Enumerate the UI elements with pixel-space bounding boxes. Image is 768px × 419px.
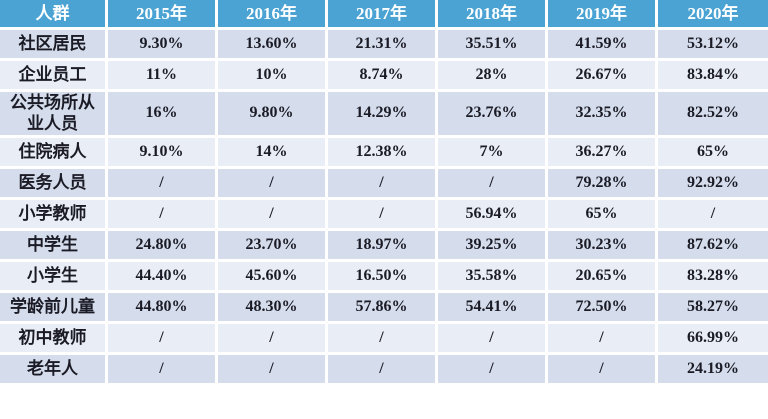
cell: 9.30%	[108, 30, 218, 61]
cell: 36.27%	[548, 137, 658, 169]
data-table: 人群 2015年 2016年 2017年 2018年 2019年 2020年 社…	[0, 0, 768, 386]
table-row: 学龄前儿童 44.80% 48.30% 57.86% 54.41% 72.50%…	[0, 292, 768, 324]
column-header-2018: 2018年	[438, 0, 548, 30]
table-row: 中学生 24.80% 23.70% 18.97% 39.25% 30.23% 8…	[0, 230, 768, 262]
table-row: 老年人 / / / / / 24.19%	[0, 354, 768, 386]
cell: /	[438, 354, 548, 386]
cell: /	[658, 199, 768, 231]
cell: /	[548, 354, 658, 386]
cell: /	[328, 168, 438, 200]
cell: 83.28%	[658, 261, 768, 293]
cell: 79.28%	[548, 168, 658, 200]
cell: 18.97%	[328, 230, 438, 262]
row-label: 学龄前儿童	[0, 292, 108, 324]
cell: /	[328, 199, 438, 231]
cell: 39.25%	[438, 230, 548, 262]
cell: 16%	[108, 92, 218, 138]
column-header-2020: 2020年	[658, 0, 768, 30]
table-row: 初中教师 / / / / / 66.99%	[0, 323, 768, 355]
cell: /	[108, 354, 218, 386]
row-label: 初中教师	[0, 323, 108, 355]
cell: /	[108, 168, 218, 200]
cell: 65%	[658, 137, 768, 169]
cell: 9.10%	[108, 137, 218, 169]
cell: 87.62%	[658, 230, 768, 262]
table-row: 住院病人 9.10% 14% 12.38% 7% 36.27% 65%	[0, 137, 768, 169]
table-row: 小学生 44.40% 45.60% 16.50% 35.58% 20.65% 8…	[0, 261, 768, 293]
cell: /	[438, 323, 548, 355]
cell: /	[328, 323, 438, 355]
row-label: 公共场所从业人员	[0, 92, 108, 138]
cell: 23.70%	[218, 230, 328, 262]
cell: 23.76%	[438, 92, 548, 138]
row-label: 住院病人	[0, 137, 108, 169]
column-header-2016: 2016年	[218, 0, 328, 30]
cell: /	[328, 354, 438, 386]
cell: 10%	[218, 61, 328, 92]
row-label: 小学生	[0, 261, 108, 293]
cell: 11%	[108, 61, 218, 92]
cell: 66.99%	[658, 323, 768, 355]
row-label: 企业员工	[0, 61, 108, 92]
cell: 24.19%	[658, 354, 768, 386]
cell: 13.60%	[218, 30, 328, 61]
cell: 53.12%	[658, 30, 768, 61]
cell: /	[108, 323, 218, 355]
table-row: 社区居民 9.30% 13.60% 21.31% 35.51% 41.59% 5…	[0, 30, 768, 61]
cell: 57.86%	[328, 292, 438, 324]
cell: /	[218, 199, 328, 231]
row-label: 中学生	[0, 230, 108, 262]
column-header-group: 人群	[0, 0, 108, 30]
cell: 44.40%	[108, 261, 218, 293]
cell: 14.29%	[328, 92, 438, 138]
cell: 48.30%	[218, 292, 328, 324]
header-row: 人群 2015年 2016年 2017年 2018年 2019年 2020年	[0, 0, 768, 30]
cell: 92.92%	[658, 168, 768, 200]
cell: 35.58%	[438, 261, 548, 293]
cell: 58.27%	[658, 292, 768, 324]
cell: /	[218, 323, 328, 355]
cell: 21.31%	[328, 30, 438, 61]
cell: 30.23%	[548, 230, 658, 262]
cell: 65%	[548, 199, 658, 231]
cell: /	[438, 168, 548, 200]
cell: 44.80%	[108, 292, 218, 324]
cell: 20.65%	[548, 261, 658, 293]
cell: /	[548, 323, 658, 355]
cell: 82.52%	[658, 92, 768, 138]
cell: 9.80%	[218, 92, 328, 138]
cell: 54.41%	[438, 292, 548, 324]
cell: 35.51%	[438, 30, 548, 61]
row-label: 小学教师	[0, 199, 108, 231]
table-row: 企业员工 11% 10% 8.74% 28% 26.67% 83.84%	[0, 61, 768, 92]
cell: /	[218, 168, 328, 200]
table-row: 小学教师 / / / 56.94% 65% /	[0, 199, 768, 231]
cell: 28%	[438, 61, 548, 92]
cell: 32.35%	[548, 92, 658, 138]
cell: 45.60%	[218, 261, 328, 293]
cell: 26.67%	[548, 61, 658, 92]
cell: 72.50%	[548, 292, 658, 324]
cell: /	[108, 199, 218, 231]
column-header-2017: 2017年	[328, 0, 438, 30]
cell: 24.80%	[108, 230, 218, 262]
cell: 12.38%	[328, 137, 438, 169]
cell: 14%	[218, 137, 328, 169]
table-row: 医务人员 / / / / 79.28% 92.92%	[0, 168, 768, 200]
cell: /	[218, 354, 328, 386]
row-label: 医务人员	[0, 168, 108, 200]
cell: 83.84%	[658, 61, 768, 92]
cell: 8.74%	[328, 61, 438, 92]
column-header-2019: 2019年	[548, 0, 658, 30]
column-header-2015: 2015年	[108, 0, 218, 30]
cell: 16.50%	[328, 261, 438, 293]
cell: 41.59%	[548, 30, 658, 61]
cell: 56.94%	[438, 199, 548, 231]
cell: 7%	[438, 137, 548, 169]
row-label: 老年人	[0, 354, 108, 386]
table-row: 公共场所从业人员 16% 9.80% 14.29% 23.76% 32.35% …	[0, 92, 768, 138]
row-label: 社区居民	[0, 30, 108, 61]
